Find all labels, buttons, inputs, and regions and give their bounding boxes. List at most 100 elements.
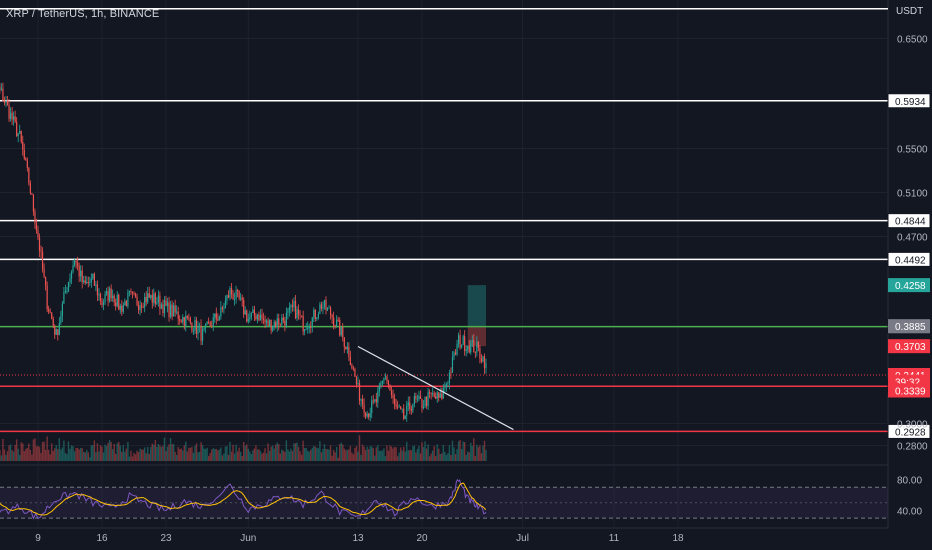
candle-body bbox=[2, 88, 4, 102]
candle-body bbox=[14, 116, 16, 122]
candle-body bbox=[386, 376, 388, 381]
candle-body bbox=[451, 356, 454, 373]
candle-body bbox=[421, 398, 423, 409]
candle-body bbox=[153, 293, 155, 303]
volume-bar bbox=[393, 446, 396, 461]
candle-body bbox=[361, 399, 364, 405]
candle-body bbox=[230, 288, 233, 295]
rsi-band-fill bbox=[0, 487, 888, 519]
volume-bar bbox=[215, 448, 217, 461]
candle-body bbox=[250, 312, 252, 318]
candle-body bbox=[407, 402, 409, 406]
volume-bar bbox=[51, 443, 53, 461]
candle-body bbox=[99, 293, 102, 302]
volume-bar bbox=[79, 448, 82, 461]
volume-bar bbox=[250, 454, 253, 461]
volume-bar bbox=[87, 452, 89, 461]
volume-bar bbox=[29, 449, 32, 461]
candle-body bbox=[410, 409, 412, 411]
volume-bar bbox=[275, 444, 277, 461]
volume-bar bbox=[165, 450, 167, 461]
candle-body bbox=[325, 300, 327, 311]
volume-bar bbox=[8, 445, 10, 461]
volume-bar bbox=[367, 449, 370, 461]
candle-body bbox=[371, 400, 373, 413]
volume-bar bbox=[23, 451, 25, 461]
symbol-title[interactable]: XRP / TetherUS, 1h, BINANCE bbox=[6, 8, 160, 20]
volume-bar bbox=[348, 449, 350, 461]
volume-bar bbox=[139, 448, 141, 461]
candle-body bbox=[360, 399, 362, 401]
candle-body bbox=[133, 292, 135, 294]
candle-body bbox=[249, 317, 251, 320]
candle-body bbox=[127, 292, 129, 307]
trend-line-layer[interactable] bbox=[357, 345, 514, 431]
candle-body bbox=[218, 316, 220, 321]
volume-bar bbox=[125, 448, 128, 461]
candle-body bbox=[397, 406, 399, 408]
volume-bar bbox=[320, 452, 323, 461]
volume-bar bbox=[297, 447, 300, 461]
candle-body bbox=[404, 415, 406, 419]
volume-bar bbox=[134, 454, 137, 461]
candle-body bbox=[159, 295, 161, 309]
candle-body bbox=[197, 327, 199, 334]
candle-body bbox=[212, 317, 214, 327]
candle-body bbox=[83, 280, 85, 283]
candle-body bbox=[305, 329, 307, 330]
candle-body bbox=[75, 261, 77, 263]
volume-bar bbox=[28, 443, 30, 461]
x-tick-label: Jun bbox=[240, 533, 256, 544]
volume-bar bbox=[186, 451, 189, 461]
volume-bar bbox=[451, 440, 454, 461]
volume-bar bbox=[294, 443, 297, 461]
volume-bar bbox=[246, 444, 248, 461]
candle-body bbox=[345, 346, 347, 350]
candle-body bbox=[398, 406, 400, 408]
volume-bar bbox=[339, 444, 341, 461]
candle-body bbox=[241, 297, 243, 301]
candle-body bbox=[209, 322, 211, 326]
volume-bar bbox=[285, 440, 288, 461]
candle-body bbox=[337, 319, 339, 321]
candle-body bbox=[269, 319, 271, 327]
volume-bar bbox=[247, 448, 249, 461]
candle-body bbox=[468, 345, 470, 353]
volume-bar bbox=[253, 448, 256, 461]
candle-body bbox=[354, 368, 356, 377]
volume-bar bbox=[101, 446, 103, 461]
candle-body bbox=[429, 392, 431, 393]
volume-bar bbox=[73, 451, 76, 461]
volume-bar bbox=[314, 446, 317, 461]
candle-body bbox=[372, 400, 374, 402]
candle-body bbox=[185, 315, 187, 326]
rsi-ma-line bbox=[0, 482, 487, 516]
volume-bar bbox=[403, 446, 405, 461]
volume-bar bbox=[19, 454, 21, 461]
price-tag-label: 0.4258 bbox=[895, 281, 926, 292]
candle-body bbox=[46, 285, 48, 310]
candle-body bbox=[198, 325, 201, 328]
volume-bar bbox=[390, 446, 393, 461]
candle-body bbox=[357, 382, 359, 385]
candle-body bbox=[317, 314, 319, 318]
candle-body bbox=[267, 320, 269, 327]
candle-body bbox=[322, 306, 324, 309]
candle-body bbox=[98, 293, 100, 296]
rsi-y-tick-label: 40.00 bbox=[897, 506, 922, 517]
volume-bar bbox=[41, 442, 44, 461]
candle-body bbox=[137, 305, 140, 311]
volume-bar bbox=[20, 442, 22, 461]
candle-body bbox=[171, 304, 173, 317]
candle-body bbox=[352, 368, 355, 370]
candle-body bbox=[95, 284, 97, 286]
volume-bar bbox=[264, 448, 266, 461]
volume-bar bbox=[14, 444, 16, 461]
candle-body bbox=[282, 317, 284, 321]
trend-line bbox=[357, 345, 514, 431]
x-tick-label: 20 bbox=[416, 533, 428, 544]
candle-body bbox=[262, 318, 265, 320]
candle-body bbox=[476, 341, 478, 353]
volume-bar bbox=[427, 444, 429, 461]
